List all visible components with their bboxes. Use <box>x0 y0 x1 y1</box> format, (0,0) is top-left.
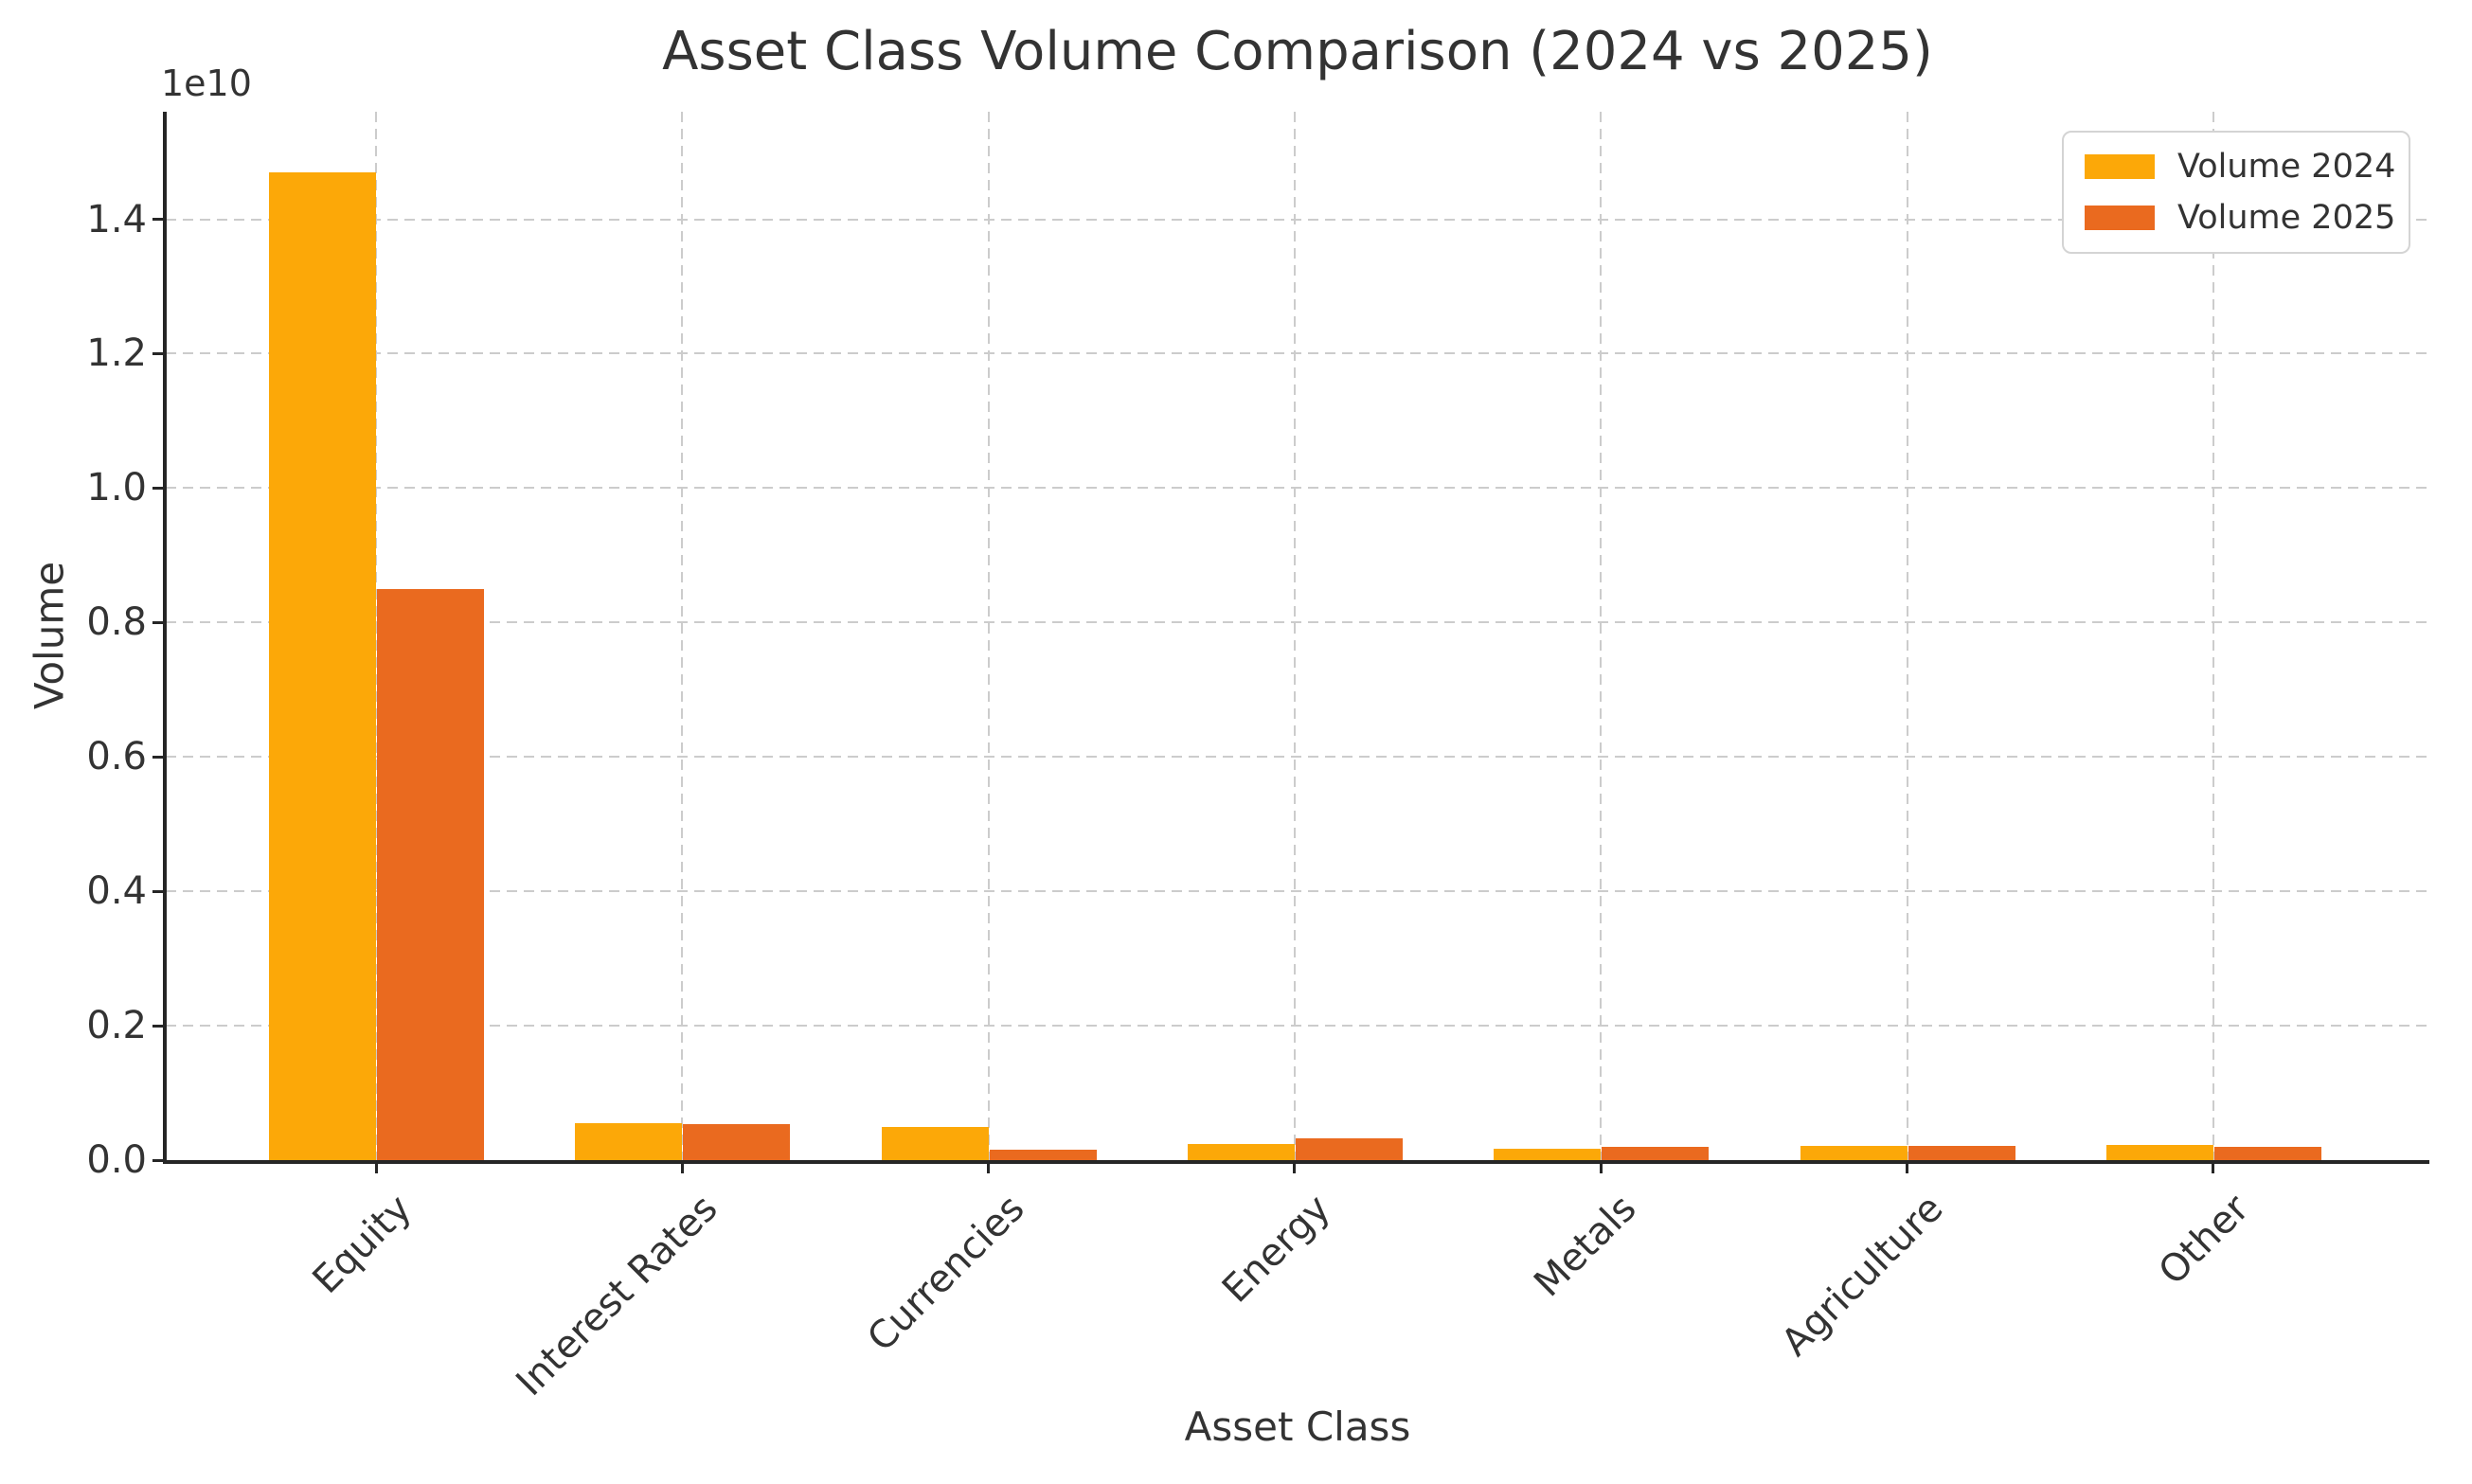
x-tick-label: Agriculture <box>1773 1187 1952 1366</box>
x-axis-spine <box>163 1160 2429 1164</box>
bar-2025-energy <box>1295 1138 1403 1160</box>
bar-2025-metals <box>1602 1146 1710 1160</box>
y-gridline <box>166 621 2429 624</box>
legend: Volume 2024 Volume 2025 <box>2062 131 2410 254</box>
x-tick-label: Energy <box>1213 1187 1339 1312</box>
legend-label: Volume 2025 <box>2177 199 2396 237</box>
x-gridline <box>1906 112 1908 1160</box>
bar-2024-equity <box>269 171 376 1160</box>
y-gridline <box>166 1025 2429 1028</box>
x-tick-mark <box>1906 1160 1909 1173</box>
y-tick-mark <box>152 351 166 355</box>
x-tick-mark <box>987 1160 991 1173</box>
x-tick-label: Equity <box>304 1187 421 1302</box>
y-tick-mark <box>152 486 166 490</box>
y-tick-label: 0.4 <box>86 869 147 914</box>
bar-2025-agriculture <box>1908 1146 2015 1160</box>
y-tick-label: 1.4 <box>86 197 147 241</box>
y-gridline <box>166 352 2429 355</box>
x-gridline <box>987 112 990 1160</box>
x-gridline <box>681 112 684 1160</box>
bar-2024-currencies <box>881 1126 989 1160</box>
bar-2024-energy <box>1187 1143 1295 1160</box>
x-gridline <box>1293 112 1296 1160</box>
legend-swatch-icon <box>2085 206 2155 230</box>
y-gridline <box>166 487 2429 490</box>
legend-swatch-icon <box>2085 154 2155 179</box>
x-tick-label: Other <box>2150 1187 2258 1294</box>
chart-title: Asset Class Volume Comparison (2024 vs 2… <box>662 21 1933 82</box>
bar-2025-equity <box>377 588 484 1160</box>
y-gridline <box>166 756 2429 759</box>
y-tick-label: 0.8 <box>86 600 147 645</box>
bar-2025-interest-rates <box>683 1124 791 1160</box>
x-tick-mark <box>374 1160 378 1173</box>
legend-label: Volume 2024 <box>2177 148 2396 186</box>
y-tick-label: 0.6 <box>86 735 147 779</box>
y-tick-label: 0.2 <box>86 1004 147 1048</box>
y-gridline <box>166 218 2429 221</box>
y-tick-label: 1.0 <box>86 466 147 510</box>
y-tick-mark <box>152 755 166 759</box>
legend-item-2025: Volume 2025 <box>2085 199 2395 237</box>
y-tick-mark <box>152 620 166 624</box>
x-tick-mark <box>1599 1160 1603 1173</box>
y-tick-mark <box>152 889 166 893</box>
y-tick-mark <box>152 1158 166 1162</box>
x-gridline <box>1600 112 1603 1160</box>
y-axis-spine <box>163 112 167 1164</box>
bar-2024-metals <box>1494 1148 1602 1160</box>
bar-2024-agriculture <box>1800 1146 1908 1160</box>
legend-item-2024: Volume 2024 <box>2085 148 2395 186</box>
x-axis-label: Asset Class <box>1184 1404 1411 1450</box>
x-tick-label: Currencies <box>858 1187 1033 1361</box>
x-tick-mark <box>1293 1160 1297 1173</box>
bar-2025-currencies <box>989 1149 1097 1160</box>
x-tick-label: Metals <box>1526 1187 1645 1306</box>
y-tick-mark <box>152 1024 166 1028</box>
y-tick-label: 0.0 <box>86 1138 147 1182</box>
y-axis-offset-text: 1e10 <box>161 63 252 104</box>
x-tick-label: Interest Rates <box>508 1187 726 1405</box>
y-tick-label: 1.2 <box>86 331 147 376</box>
x-tick-mark <box>2212 1160 2215 1173</box>
x-tick-mark <box>680 1160 684 1173</box>
x-gridline <box>375 112 377 1160</box>
x-gridline <box>2212 112 2214 1160</box>
y-gridline <box>166 890 2429 893</box>
y-tick-mark <box>152 218 166 222</box>
bar-2025-other <box>2213 1146 2321 1160</box>
bar-2024-other <box>2105 1145 2213 1160</box>
bar-2024-interest-rates <box>575 1122 683 1160</box>
